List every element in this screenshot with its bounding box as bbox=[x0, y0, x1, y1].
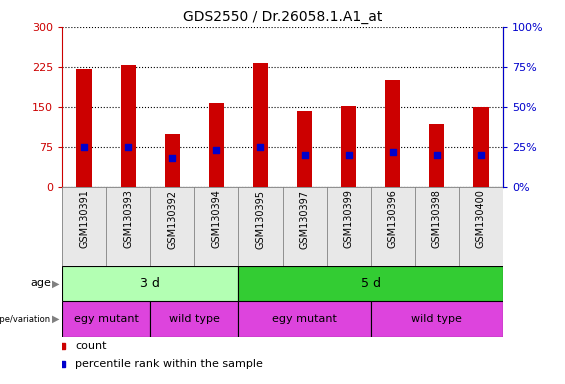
Text: wild type: wild type bbox=[411, 314, 462, 324]
Point bbox=[344, 152, 353, 158]
Text: wild type: wild type bbox=[169, 314, 220, 324]
Bar bbox=[385, 80, 401, 187]
Point bbox=[476, 152, 485, 158]
Bar bbox=[341, 106, 357, 187]
Text: ▶: ▶ bbox=[52, 314, 59, 324]
Bar bbox=[473, 107, 489, 187]
Text: 3 d: 3 d bbox=[140, 277, 160, 290]
Bar bbox=[238, 301, 371, 337]
Text: egy mutant: egy mutant bbox=[272, 314, 337, 324]
Point bbox=[168, 155, 177, 161]
Text: percentile rank within the sample: percentile rank within the sample bbox=[75, 359, 263, 369]
Point bbox=[432, 152, 441, 158]
Point bbox=[300, 152, 309, 158]
Text: GSM130396: GSM130396 bbox=[388, 190, 398, 248]
Point bbox=[256, 144, 265, 150]
Bar bbox=[208, 103, 224, 187]
Bar bbox=[238, 266, 503, 301]
Bar bbox=[120, 65, 136, 187]
Point bbox=[388, 149, 397, 155]
Text: GSM130392: GSM130392 bbox=[167, 190, 177, 248]
Bar bbox=[62, 301, 150, 337]
Bar bbox=[371, 301, 503, 337]
Point bbox=[124, 144, 133, 150]
Text: GSM130393: GSM130393 bbox=[123, 190, 133, 248]
Text: GSM130391: GSM130391 bbox=[79, 190, 89, 248]
Bar bbox=[253, 63, 268, 187]
Text: GSM130400: GSM130400 bbox=[476, 190, 486, 248]
Text: GSM130395: GSM130395 bbox=[255, 190, 266, 248]
Text: GSM130398: GSM130398 bbox=[432, 190, 442, 248]
Text: genotype/variation: genotype/variation bbox=[0, 314, 51, 324]
Text: GSM130394: GSM130394 bbox=[211, 190, 221, 248]
Bar bbox=[76, 69, 92, 187]
Text: egy mutant: egy mutant bbox=[74, 314, 138, 324]
Text: ▶: ▶ bbox=[52, 278, 59, 288]
Bar bbox=[429, 124, 445, 187]
Text: GSM130397: GSM130397 bbox=[299, 190, 310, 248]
Text: count: count bbox=[75, 341, 107, 351]
Bar bbox=[150, 301, 238, 337]
Title: GDS2550 / Dr.26058.1.A1_at: GDS2550 / Dr.26058.1.A1_at bbox=[183, 10, 382, 25]
Bar bbox=[164, 134, 180, 187]
Text: GSM130399: GSM130399 bbox=[344, 190, 354, 248]
Text: age: age bbox=[30, 278, 51, 288]
Text: 5 d: 5 d bbox=[360, 277, 381, 290]
Point bbox=[212, 147, 221, 153]
Bar bbox=[297, 111, 312, 187]
Point bbox=[80, 144, 89, 150]
Bar bbox=[62, 266, 238, 301]
